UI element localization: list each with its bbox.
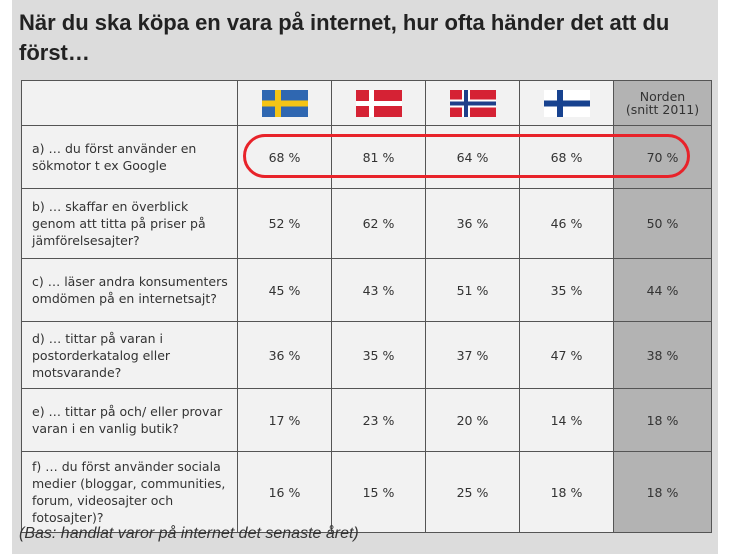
- cell-norway: 36 %: [425, 188, 520, 259]
- cell-sweden: 17 %: [237, 388, 332, 452]
- cell-sweden: 68 %: [237, 125, 332, 189]
- header-denmark: [331, 80, 426, 126]
- cell-denmark: 62 %: [331, 188, 426, 259]
- cell-denmark: 43 %: [331, 258, 426, 322]
- cell-norway: 25 %: [425, 451, 520, 533]
- cell-sweden: 16 %: [237, 451, 332, 533]
- question-c: c) … läser andra konsumenters omdömen på…: [21, 258, 238, 322]
- header-norway: [425, 80, 520, 126]
- denmark-flag-icon: [355, 89, 402, 117]
- cell-denmark: 23 %: [331, 388, 426, 452]
- cell-denmark: 35 %: [331, 321, 426, 389]
- sweden-flag-icon: [261, 89, 308, 117]
- cell-nordic: 44 %: [613, 258, 712, 322]
- cell-finland: 46 %: [519, 188, 614, 259]
- question-a: a) … du först använder en sökmotor t ex …: [21, 125, 238, 189]
- norway-flag-icon: [449, 89, 496, 117]
- table-row: d) … tittar på varan i postorderkatalog …: [21, 321, 712, 389]
- cell-nordic: 18 %: [613, 388, 712, 452]
- cell-finland: 35 %: [519, 258, 614, 322]
- cell-norway: 51 %: [425, 258, 520, 322]
- cell-sweden: 52 %: [237, 188, 332, 259]
- question-b: b) … skaffar en överblick genom att titt…: [21, 188, 238, 259]
- cell-nordic: 18 %: [613, 451, 712, 533]
- cell-finland: 47 %: [519, 321, 614, 389]
- cell-denmark: 15 %: [331, 451, 426, 533]
- cell-finland: 68 %: [519, 125, 614, 189]
- survey-table: Norden (snitt 2011) a) … du först använd…: [21, 80, 712, 533]
- cell-norway: 37 %: [425, 321, 520, 389]
- cell-nordic: 38 %: [613, 321, 712, 389]
- header-sweden: [237, 80, 332, 126]
- cell-nordic: 50 %: [613, 188, 712, 259]
- nordic-label: Norden: [639, 89, 686, 104]
- header-nordic: Norden (snitt 2011): [613, 80, 712, 126]
- cell-nordic: 70 %: [613, 125, 712, 189]
- table-row: f) … du först använder sociala medier (b…: [21, 451, 712, 533]
- nordic-sublabel: (snitt 2011): [625, 102, 700, 117]
- cell-denmark: 81 %: [331, 125, 426, 189]
- question-f: f) … du först använder sociala medier (b…: [21, 451, 238, 533]
- cell-norway: 64 %: [425, 125, 520, 189]
- table-row: a) … du först använder en sökmotor t ex …: [21, 125, 712, 189]
- header-empty-cell: [21, 80, 238, 126]
- table-row: c) … läser andra konsumenters omdömen på…: [21, 258, 712, 322]
- cell-finland: 14 %: [519, 388, 614, 452]
- header-row: Norden (snitt 2011): [21, 80, 712, 126]
- cell-finland: 18 %: [519, 451, 614, 533]
- question-d: d) … tittar på varan i postorderkatalog …: [21, 321, 238, 389]
- header-finland: [519, 80, 614, 126]
- footnote: (Bas: handlat varor på internet det sena…: [19, 525, 359, 542]
- cell-sweden: 36 %: [237, 321, 332, 389]
- question-e: e) … tittar på och/ eller provar varan i…: [21, 388, 238, 452]
- finland-flag-icon: [543, 89, 590, 117]
- table-row: b) … skaffar en överblick genom att titt…: [21, 188, 712, 259]
- page-title: När du ska köpa en vara på internet, hur…: [19, 10, 670, 65]
- table-row: e) … tittar på och/ eller provar varan i…: [21, 388, 712, 452]
- cell-sweden: 45 %: [237, 258, 332, 322]
- cell-norway: 20 %: [425, 388, 520, 452]
